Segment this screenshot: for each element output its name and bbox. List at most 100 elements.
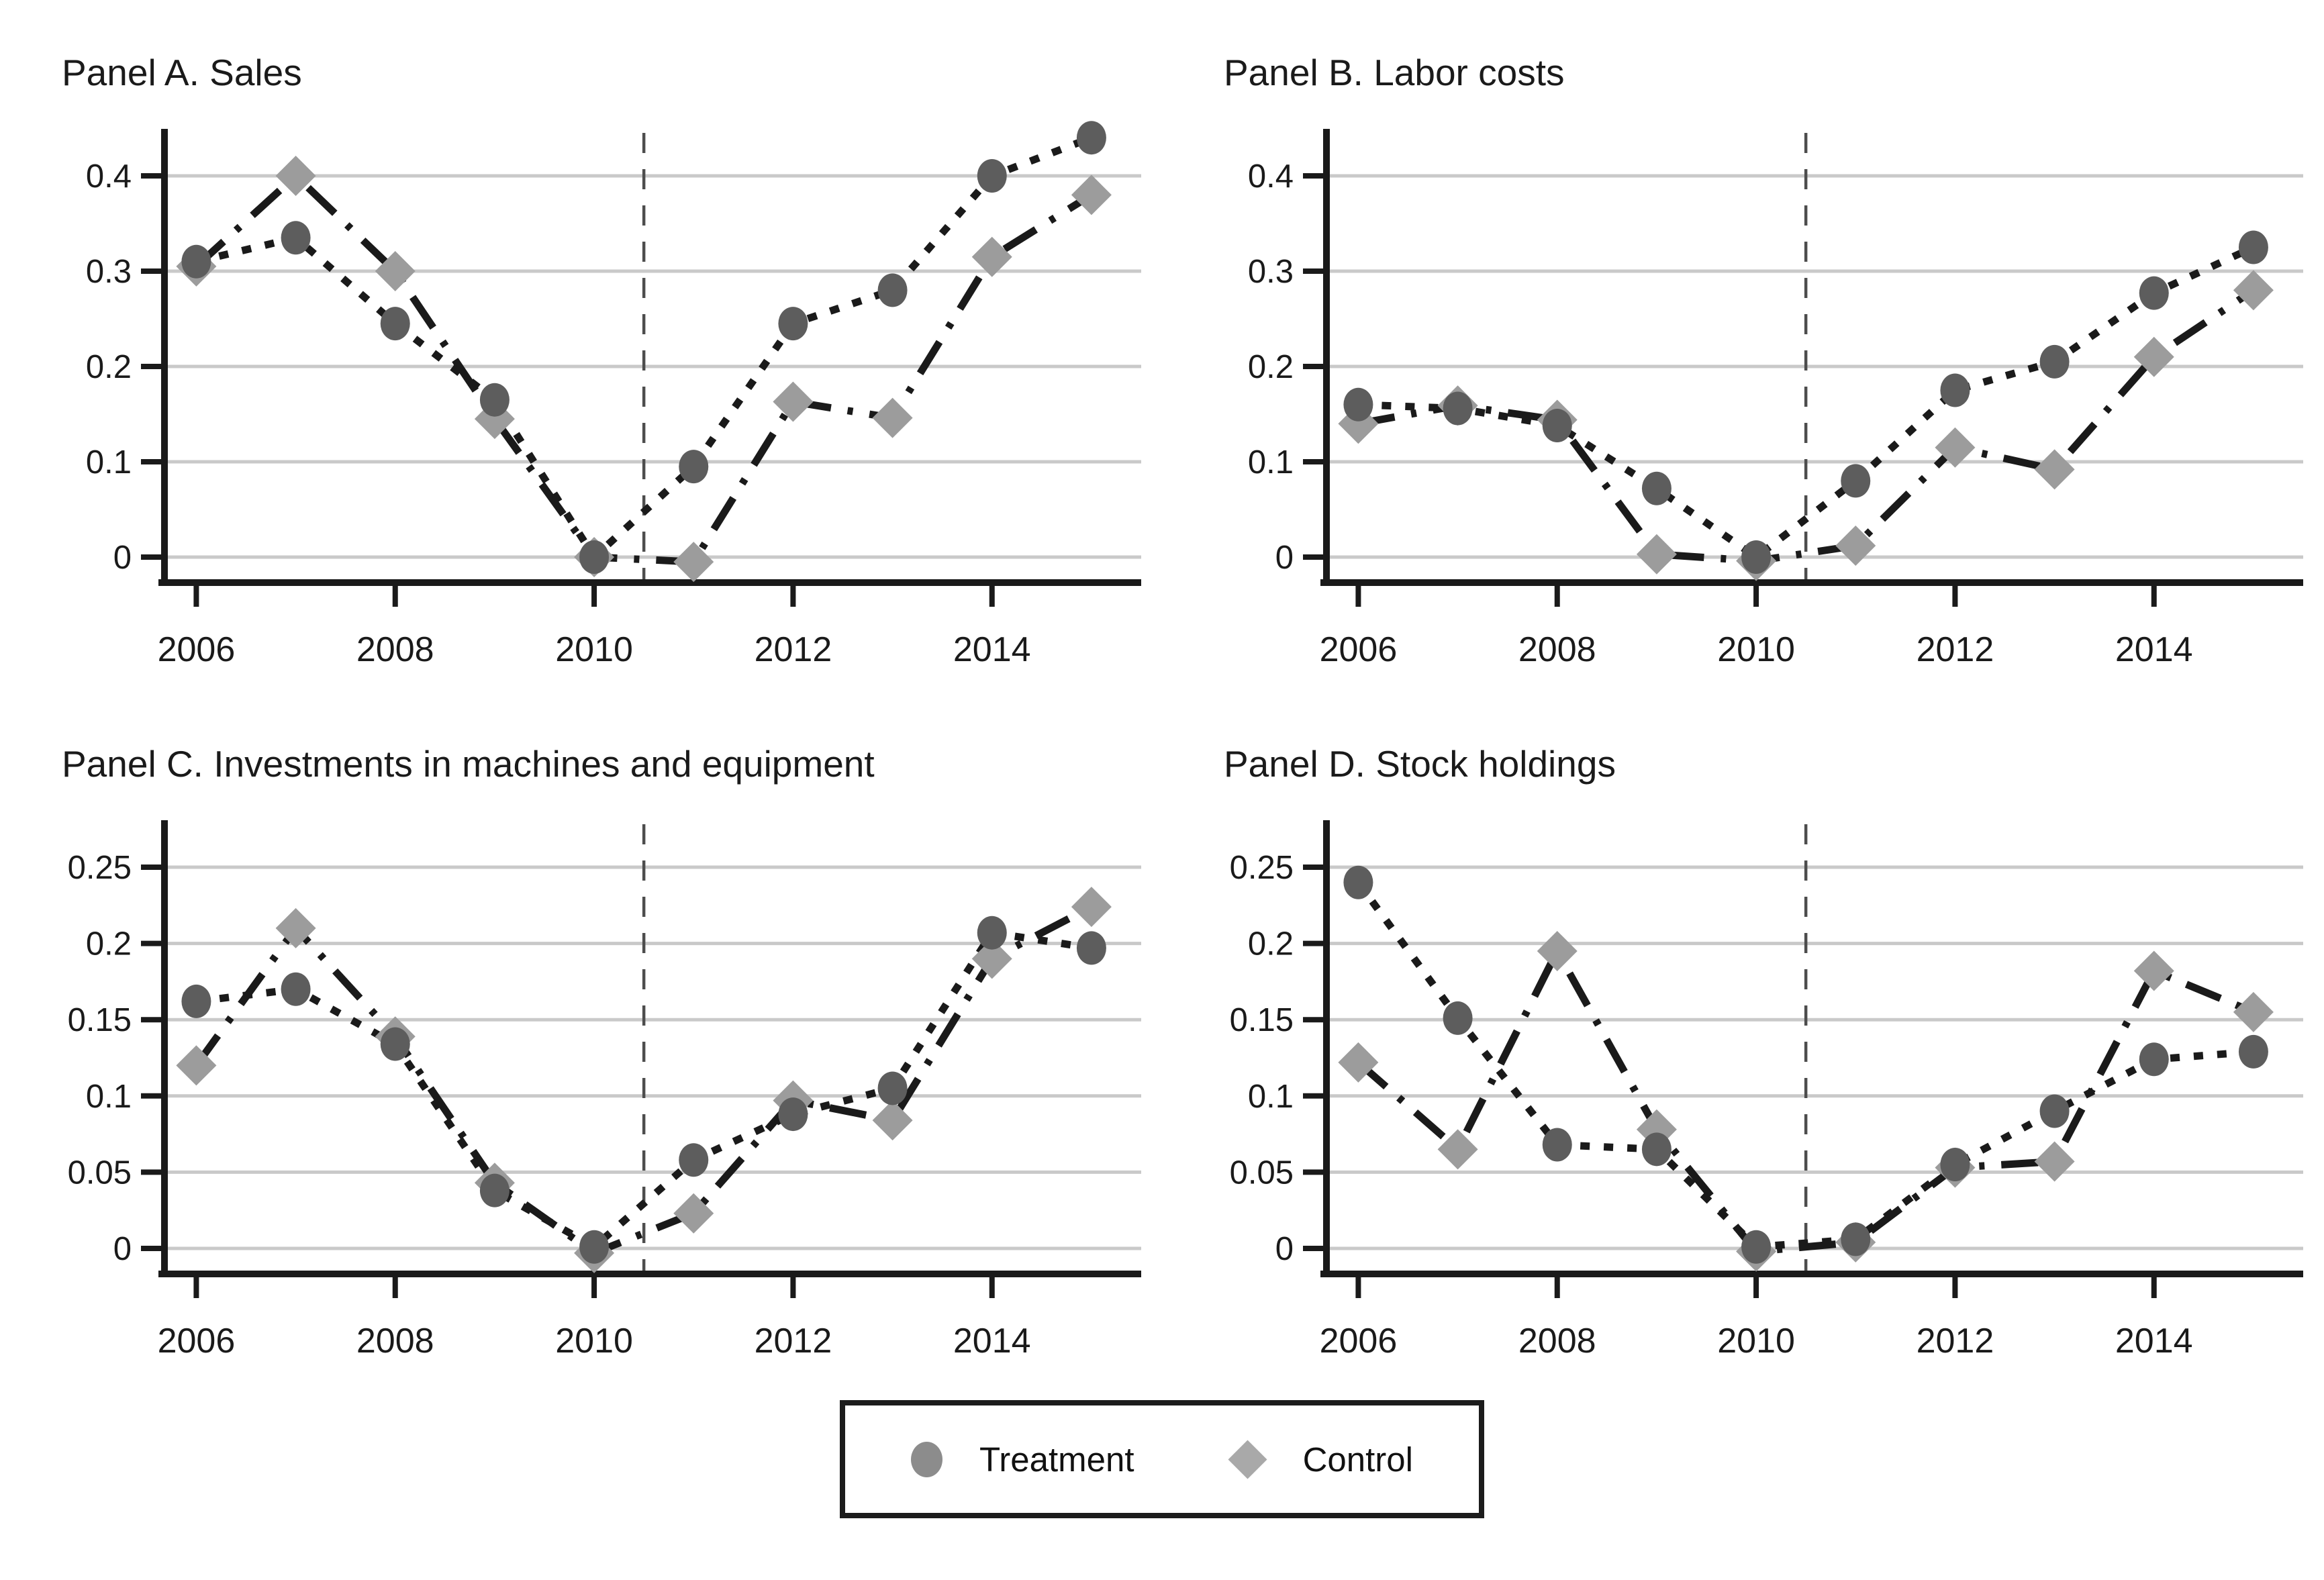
panel-c-title: Panel C. Investments in machines and equ… (62, 743, 875, 785)
y-tick-labels: 0 0.05 0.1 0.15 0.2 0.25 (68, 850, 164, 1267)
svg-text:0.05: 0.05 (68, 1154, 132, 1191)
treatment-marker (1641, 471, 1672, 505)
treatment-marker (679, 450, 709, 484)
svg-text:2014: 2014 (2115, 630, 2193, 669)
axes (1320, 129, 2303, 586)
gridlines (168, 865, 1141, 1250)
panel-d-stock-holdings-plot: 0 0.05 0.1 0.15 0.2 0.25 2006 2008 2010 2012 2014 (1230, 820, 2303, 1361)
svg-text:2006: 2006 (158, 1322, 236, 1361)
data-markers (1338, 865, 2274, 1272)
treatment-marker (877, 1071, 908, 1105)
panel-b-labor-costs: Panel B. Labor costs 0 0.1 0.2 0.3 0.4 2006 20… (1162, 0, 2324, 691)
svg-text:0.3: 0.3 (86, 254, 132, 290)
svg-text:2008: 2008 (356, 630, 434, 669)
control-marker (872, 1100, 913, 1141)
treatment-marker (1443, 391, 1473, 426)
x-tick-labels: 2006 2008 2010 2012 2014 (158, 1274, 1031, 1361)
control-marker (1071, 175, 1112, 215)
x-tick-labels: 2006 2008 2010 2012 2014 (1320, 583, 2193, 669)
svg-text:2006: 2006 (1320, 630, 1398, 669)
treatment-marker (2039, 1094, 2070, 1128)
control-marker (773, 381, 814, 422)
treatment-marker (1741, 540, 1772, 574)
treatment-marker (181, 244, 211, 279)
treatment-marker (1076, 121, 1106, 155)
control-marker (1071, 887, 1112, 928)
treatment-marker-icon (911, 1441, 943, 1477)
svg-text:2012: 2012 (755, 1322, 832, 1361)
panel-c-investments: Panel C. Investments in machines and equ… (0, 691, 1162, 1383)
control-marker (2034, 1141, 2075, 1182)
axes (158, 820, 1141, 1277)
treatment-marker (380, 1027, 410, 1061)
treatment-marker (479, 1173, 510, 1207)
svg-text:0: 0 (1275, 540, 1294, 576)
control-marker (1835, 525, 1876, 566)
svg-text:2014: 2014 (953, 1322, 1031, 1361)
svg-text:0.2: 0.2 (1248, 349, 1294, 385)
control-marker (1636, 534, 1677, 575)
treatment-marker (1741, 1230, 1772, 1264)
y-tick-labels: 0 0.1 0.2 0.3 0.4 (86, 158, 164, 576)
svg-text:2008: 2008 (1518, 630, 1596, 669)
treatment-marker (281, 972, 311, 1006)
control-marker (1338, 1042, 1379, 1083)
treatment-series-line (195, 134, 1093, 563)
control-marker (2133, 950, 2174, 991)
treatment-marker (1641, 1132, 1672, 1167)
svg-text:0: 0 (113, 1231, 132, 1267)
treatment-marker (1343, 387, 1373, 422)
svg-text:0.1: 0.1 (1248, 1079, 1294, 1115)
svg-text:0: 0 (113, 540, 132, 576)
panels-grid: Panel A. Sales 0 0.1 0.2 0.3 0.4 2006 2008 2010… (0, 0, 2324, 1383)
panel-b-labor-costs-plot: 0 0.1 0.2 0.3 0.4 2006 2008 2010 2012 2014 (1248, 129, 2303, 669)
svg-text:2012: 2012 (755, 630, 832, 669)
panel-d-title: Panel D. Stock holdings (1224, 743, 1616, 785)
control-marker (1537, 930, 1578, 971)
svg-text:0.1: 0.1 (86, 1079, 132, 1115)
svg-text:0.3: 0.3 (1248, 254, 1294, 290)
treatment-marker (1443, 1001, 1473, 1035)
axes (158, 129, 1141, 586)
svg-text:0.25: 0.25 (68, 850, 132, 886)
data-markers (1338, 230, 2274, 581)
panel-b-title: Panel B. Labor costs (1224, 52, 1565, 93)
treatment-series-line (195, 928, 1092, 1252)
control-marker (2034, 449, 2075, 490)
control-marker (275, 156, 316, 196)
svg-text:2012: 2012 (1917, 1322, 1994, 1361)
treatment-marker (2238, 1034, 2268, 1069)
control-marker (1935, 427, 1976, 468)
y-tick-labels: 0 0.05 0.1 0.15 0.2 0.25 (1230, 850, 1326, 1267)
treatment-marker (380, 307, 410, 341)
svg-text:2010: 2010 (1717, 630, 1795, 669)
x-tick-labels: 2006 2008 2010 2012 2014 (158, 583, 1031, 669)
svg-text:2014: 2014 (2115, 1322, 2193, 1361)
control-marker (2233, 991, 2274, 1032)
control-marker (673, 542, 714, 583)
treatment-marker (1940, 1148, 1970, 1182)
treatment-marker (281, 221, 311, 255)
svg-text:0: 0 (1275, 1231, 1294, 1267)
svg-text:0.2: 0.2 (86, 926, 132, 962)
panel-a-sales: Panel A. Sales 0 0.1 0.2 0.3 0.4 2006 2008 2010… (0, 0, 1162, 691)
svg-text:2010: 2010 (555, 630, 633, 669)
treatment-marker (877, 273, 908, 307)
treatment-marker (1542, 1128, 1572, 1162)
treatment-marker (479, 383, 510, 417)
svg-text:0.15: 0.15 (68, 1002, 132, 1038)
panel-a-title: Panel A. Sales (62, 52, 302, 93)
treatment-marker (2139, 276, 2169, 310)
legend-control-label: Control (1302, 1440, 1413, 1479)
svg-text:0.1: 0.1 (1248, 444, 1294, 481)
svg-text:2010: 2010 (555, 1322, 633, 1361)
treatment-marker (778, 307, 808, 341)
y-tick-labels: 0 0.1 0.2 0.3 0.4 (1248, 158, 1326, 576)
treatment-marker (1343, 865, 1373, 899)
svg-text:2008: 2008 (356, 1322, 434, 1361)
panel-d-stock-holdings: Panel D. Stock holdings 0 0.05 0.1 0.15 0.2 0… (1162, 691, 2324, 1383)
control-marker (971, 236, 1012, 277)
treatment-marker (1076, 931, 1106, 965)
treatment-marker (679, 1143, 709, 1177)
